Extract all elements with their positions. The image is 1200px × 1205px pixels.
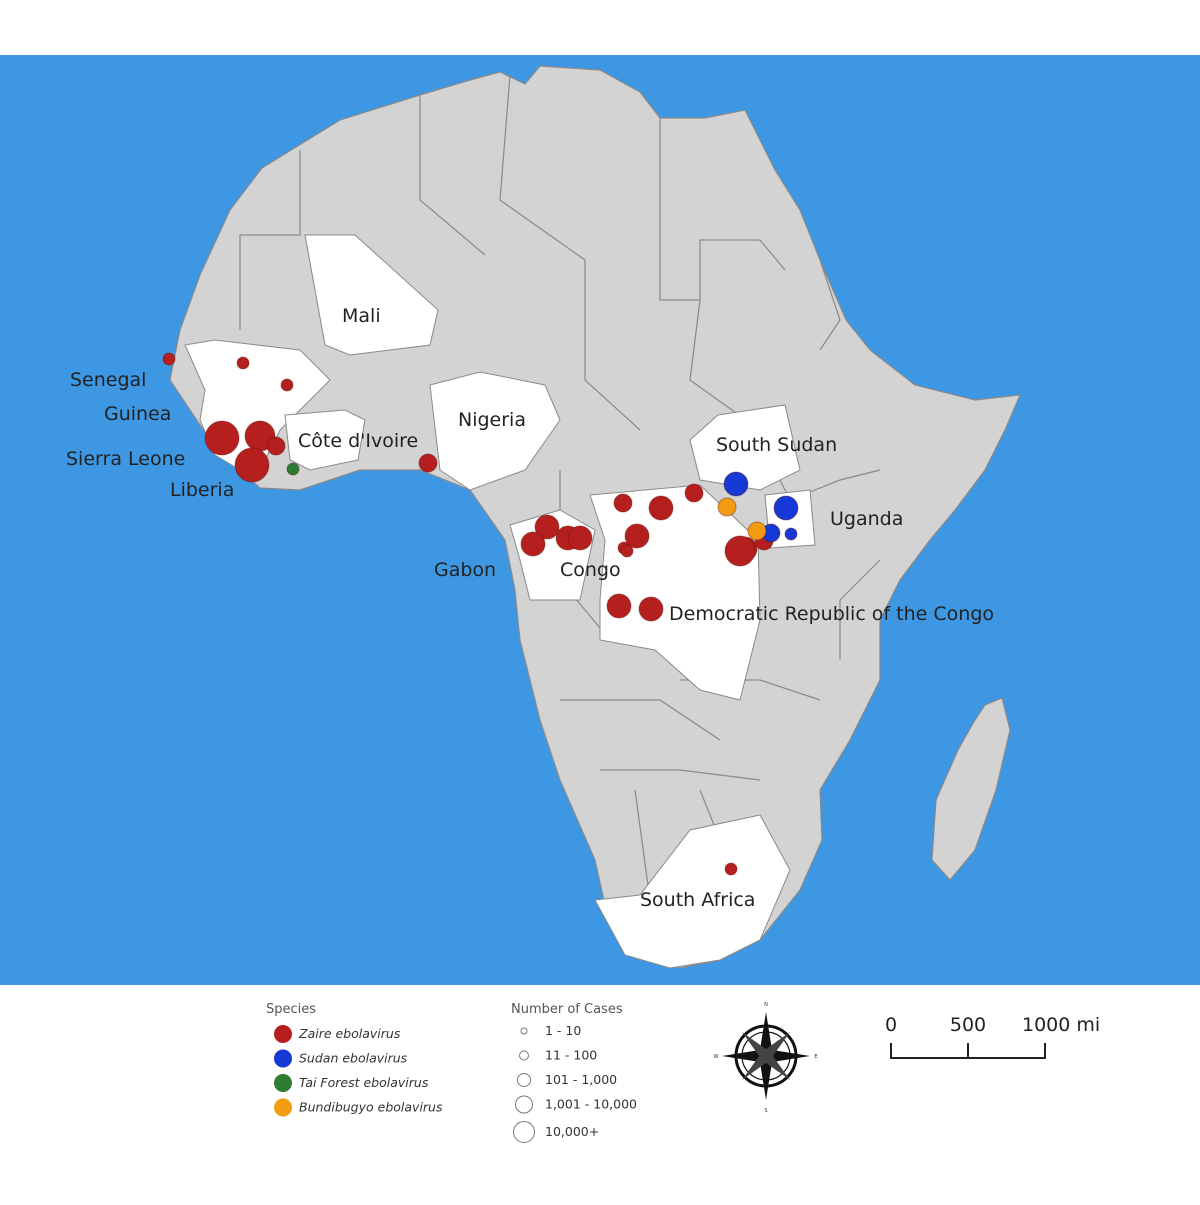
country-label: Guinea <box>104 403 171 425</box>
legend-size-circle <box>519 1050 529 1061</box>
outbreak-marker-zaire <box>567 525 593 551</box>
legend-cases-label: 101 - 1,000 <box>545 1072 617 1087</box>
outbreak-marker-zaire <box>204 420 240 456</box>
outbreak-marker-zaire <box>234 447 270 483</box>
outbreak-marker-tai-forest <box>286 462 300 476</box>
legend-cases-title: Number of Cases <box>511 1002 623 1017</box>
legend-species-label: Bundibugyo ebolavirus <box>299 1100 443 1115</box>
country-label: Congo <box>560 559 621 581</box>
country-nigeria <box>429 371 561 491</box>
outbreak-marker-zaire <box>534 514 560 540</box>
outbreak-marker-zaire <box>236 356 250 370</box>
country-label: Gabon <box>434 559 496 581</box>
country-mali <box>304 234 439 356</box>
country-label: Mali <box>342 305 381 327</box>
country-label: Democratic Republic of the Congo <box>669 603 994 625</box>
legend-swatch-bundibugyo <box>274 1098 292 1117</box>
compass-n-label: N <box>764 1002 768 1008</box>
outbreak-marker-sudan <box>784 527 798 541</box>
madagascar <box>931 697 1011 881</box>
country-south-africa <box>594 814 791 969</box>
country-label: South Africa <box>640 889 755 911</box>
legend-species-label: Tai Forest ebolavirus <box>299 1075 429 1090</box>
outbreak-marker-zaire <box>606 593 632 619</box>
legend-swatch-zaire <box>274 1025 292 1043</box>
compass-w-label: W <box>714 1054 719 1060</box>
legend-cases-label: 10,000+ <box>545 1124 599 1139</box>
outbreak-marker-zaire <box>638 596 664 622</box>
country-label: South Sudan <box>716 434 837 456</box>
country-label: Senegal <box>70 369 146 391</box>
outbreak-marker-bundibugyo <box>747 521 767 541</box>
outbreak-marker-zaire <box>613 493 633 513</box>
legend-cases-label: 1,001 - 10,000 <box>545 1097 637 1112</box>
country-label: Sierra Leone <box>66 448 185 470</box>
country-labels: Mali Senegal Guinea Sierra Leone Liberia Côte… <box>66 305 994 911</box>
outbreak-marker-sudan <box>773 495 799 521</box>
compass-rose: N S E W <box>714 1002 818 1114</box>
legend-size-circle <box>517 1073 531 1087</box>
legend-swatch-tai-forest <box>274 1074 292 1092</box>
country-south-sudan <box>689 404 801 491</box>
legend-species-title: Species <box>266 1002 316 1017</box>
legend-cases-label: 11 - 100 <box>545 1048 597 1063</box>
legend-species: Species Zaire ebolavirus Sudan ebolavirus… <box>266 1002 443 1117</box>
country-cote-divoire <box>284 409 366 471</box>
compass-diagonal-needle <box>742 1032 790 1080</box>
outbreak-markers <box>162 352 799 876</box>
scale-bar <box>890 1043 1046 1059</box>
legend-size-circle <box>513 1121 535 1143</box>
outbreak-marker-zaire <box>684 483 704 503</box>
legend-size-circle <box>515 1095 533 1114</box>
outbreak-marker-zaire <box>648 495 674 521</box>
outbreak-marker-zaire <box>162 352 176 366</box>
legend-species-label: Zaire ebolavirus <box>298 1026 401 1041</box>
outbreak-marker-sudan <box>723 471 749 497</box>
country-label: Uganda <box>830 508 903 530</box>
outbreak-marker-zaire <box>266 436 286 456</box>
outbreak-marker-bundibugyo <box>717 497 737 517</box>
outbreak-marker-zaire <box>624 523 650 549</box>
outbreak-marker-zaire <box>620 544 634 558</box>
country-label: Nigeria <box>458 409 526 431</box>
compass-e-label: E <box>814 1054 817 1060</box>
country-label: Côte d'Ivoire <box>298 430 418 452</box>
outbreak-marker-zaire <box>280 378 294 392</box>
outbreak-marker-zaire <box>520 531 546 557</box>
outbreak-marker-zaire <box>724 862 738 876</box>
legend-cases-label: 1 - 10 <box>545 1023 581 1038</box>
outbreak-marker-zaire <box>724 535 756 567</box>
legend-swatch-sudan <box>274 1049 292 1068</box>
legend-species-label: Sudan ebolavirus <box>299 1051 408 1066</box>
country-label: Liberia <box>170 479 234 501</box>
outbreak-marker-zaire <box>418 453 438 473</box>
scale-label-500: 500 <box>950 1014 986 1036</box>
scale-bar-line <box>890 1043 1046 1059</box>
legend-cases: Number of Cases 1 - 10 11 - 100 101 - 1,00… <box>511 1002 637 1143</box>
scale-label-0: 0 <box>885 1014 897 1036</box>
legend-size-circle <box>520 1027 528 1035</box>
scale-label-1000: 1000 mi <box>1022 1014 1100 1036</box>
compass-s-label: S <box>764 1108 767 1114</box>
